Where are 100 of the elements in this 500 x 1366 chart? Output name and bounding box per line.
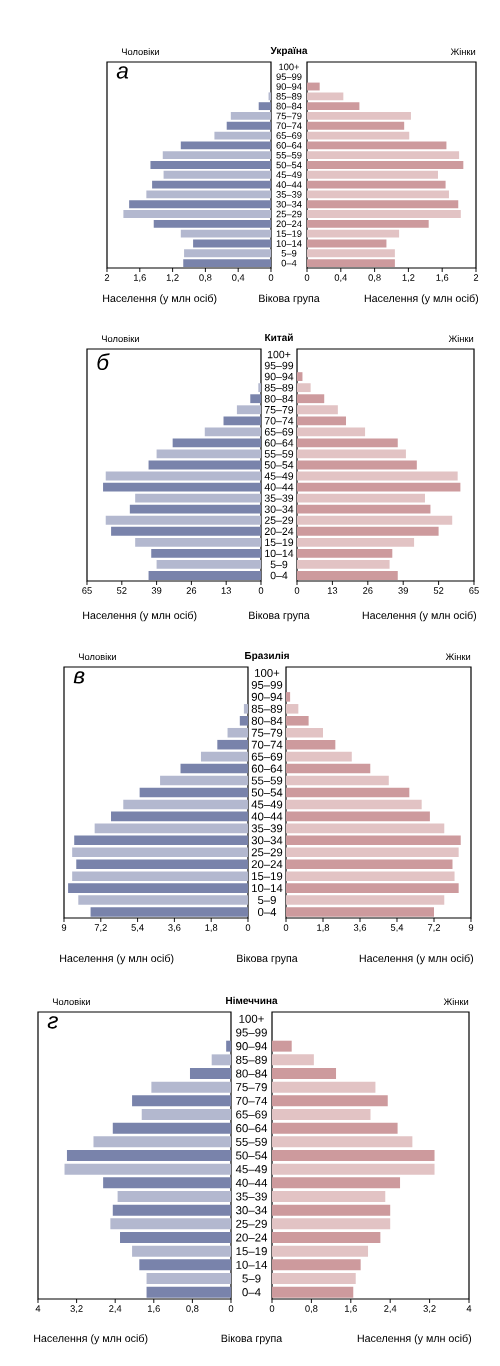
y-tick-label: 10–14	[252, 884, 283, 893]
y-tick-label: 45–49	[235, 1165, 267, 1174]
y-tick-label: 70–74	[251, 740, 283, 749]
y-tick-label: 15–19	[236, 1247, 267, 1256]
bar	[297, 405, 338, 415]
chart-subtitle: Жінки	[450, 48, 476, 55]
x-tick-label: 0,8	[186, 1305, 199, 1313]
bar	[226, 121, 271, 130]
y-tick-label: 70–74	[264, 417, 294, 425]
bar	[297, 548, 393, 558]
bar	[297, 438, 398, 448]
bar	[204, 427, 261, 437]
y-tick-label: 0–4	[270, 571, 288, 580]
bar	[239, 716, 248, 726]
annotation: а	[116, 66, 129, 79]
annotation: в	[73, 671, 85, 684]
bar	[286, 835, 461, 846]
y-tick-label: 95–99	[276, 73, 302, 80]
bar	[297, 383, 311, 393]
x-tick-label: 1,6	[436, 274, 449, 282]
bar	[110, 1218, 231, 1230]
y-tick-label: 100+	[239, 1014, 264, 1023]
x-axis-title: Населення (у млн осіб)	[359, 954, 474, 965]
bar	[286, 739, 336, 750]
bar	[180, 141, 271, 150]
x-tick-label: 9	[61, 924, 67, 931]
bar	[286, 787, 410, 798]
y-tick-label: 20–24	[236, 1233, 268, 1242]
bar	[103, 1177, 231, 1189]
y-tick-label: 5–9	[257, 896, 276, 905]
x-tick-label: 65	[469, 587, 479, 594]
chart-subtitle: Чоловіки	[79, 653, 116, 661]
y-tick-label: 25–29	[276, 210, 302, 218]
x-tick-label: 0	[269, 1305, 275, 1312]
bar	[297, 471, 458, 481]
bar	[286, 847, 459, 858]
y-tick-label: 90–94	[264, 372, 294, 381]
bar	[78, 895, 248, 905]
bar	[211, 1054, 231, 1066]
x-tick-label: 0	[294, 587, 300, 594]
bar	[307, 151, 460, 160]
y-tick-label: 65–69	[264, 428, 294, 436]
bar	[272, 1054, 314, 1066]
x-tick-label: 2	[473, 274, 479, 281]
x-tick-label: 2,4	[109, 1305, 122, 1313]
bar	[76, 859, 248, 869]
y-tick-label: 25–29	[236, 1219, 267, 1228]
y-tick-label: 45–49	[276, 171, 302, 179]
x-tick-label: 0,4	[232, 274, 245, 282]
bar	[258, 102, 271, 111]
bar	[272, 1245, 369, 1257]
y-tick-label: 70–74	[276, 122, 302, 130]
x-tick-label: 2	[104, 274, 110, 281]
bar	[307, 82, 320, 91]
y-tick-label: 20–24	[264, 527, 294, 536]
x-tick-label: 0	[258, 587, 264, 594]
bar	[272, 1150, 435, 1161]
y-tick-label: 5–9	[242, 1274, 261, 1283]
y-tick-label: 95–99	[264, 361, 294, 370]
bar	[141, 1109, 231, 1120]
y-tick-label: 75–79	[264, 406, 294, 414]
bar	[105, 471, 261, 481]
x-axis-title: Населення (у млн осіб)	[357, 1334, 472, 1345]
bar	[180, 229, 271, 238]
x-tick-label: 1,2	[402, 274, 415, 282]
x-tick-label: 52	[433, 587, 444, 594]
bar	[307, 141, 447, 150]
y-tick-label: 35–39	[251, 824, 283, 833]
y-tick-label: 80–84	[264, 394, 294, 403]
x-tick-label: 3,2	[423, 1305, 436, 1313]
x-tick-label: 0	[245, 924, 251, 931]
bar	[286, 859, 453, 869]
y-tick-label: 40–44	[276, 181, 302, 188]
annotation: г	[47, 1016, 58, 1029]
y-tick-label: 15–19	[276, 230, 302, 237]
bar	[163, 170, 271, 179]
bar	[214, 131, 271, 140]
y-tick-label: 30–34	[264, 505, 294, 513]
chart-subtitle: Жінки	[448, 335, 474, 342]
y-axis-title: Вікова група	[259, 294, 320, 305]
x-tick-label: 1,6	[345, 1305, 357, 1313]
y-tick-label: 55–59	[251, 776, 283, 785]
bar	[307, 112, 411, 120]
bar	[150, 161, 271, 169]
bar	[172, 438, 261, 448]
bar	[72, 871, 248, 881]
y-tick-label: 35–39	[264, 494, 294, 502]
y-tick-label: 65–69	[276, 132, 302, 139]
bar	[243, 704, 248, 714]
bar	[297, 515, 453, 525]
x-tick-label: 2,4	[384, 1305, 397, 1313]
y-axis-title: Вікова група	[237, 954, 298, 965]
chart-subtitle: Чоловіки	[122, 48, 159, 56]
y-tick-label: 35–39	[276, 191, 302, 198]
bar	[297, 427, 366, 437]
bar	[286, 704, 299, 714]
bar	[236, 405, 261, 415]
bar	[286, 775, 389, 786]
x-tick-label: 1,6	[148, 1305, 160, 1313]
bar	[286, 871, 455, 881]
